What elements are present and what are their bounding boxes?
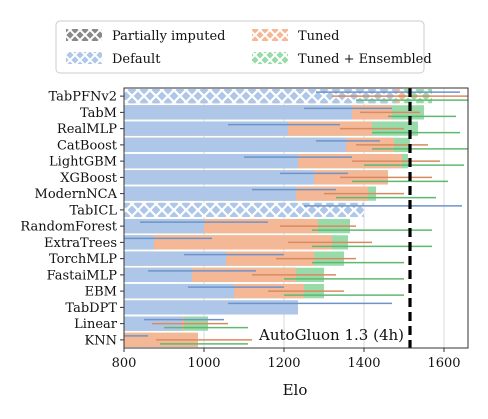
model-label-realmlp: RealMLP — [57, 122, 117, 137]
bars — [124, 88, 432, 348]
legend-hatch-partially-imputed — [66, 29, 102, 41]
model-label-randomforest: RandomForest — [20, 220, 117, 235]
bar-default-randomforest — [124, 218, 204, 234]
model-label-tabpfnv2: TabPFNv2 — [49, 90, 118, 105]
legend-label-default: Default — [112, 52, 161, 67]
bar-default-fastaimlp — [124, 267, 192, 283]
model-label-ebm: EBM — [85, 285, 117, 300]
model-label-linear: Linear — [74, 317, 118, 332]
xtick-label-800: 800 — [112, 356, 137, 371]
model-label-tabm: TabM — [80, 106, 117, 121]
legend-item-tuned: Tuned — [252, 29, 339, 44]
model-label-extratrees: ExtraTrees — [44, 236, 117, 251]
bar-default-extratrees — [124, 235, 154, 250]
legend-item-default: Default — [66, 52, 161, 67]
xtick-label-1400: 1400 — [347, 356, 380, 371]
legend-label-partially-imputed: Partially imputed — [112, 29, 225, 44]
bar-default-ebm — [124, 283, 234, 299]
model-label-tabdpt: TabDPT — [65, 301, 117, 316]
legend-frame — [55, 20, 425, 74]
legend-hatch-tuned — [252, 29, 288, 41]
model-label-knn: KNN — [85, 333, 117, 348]
legend: Partially imputed Tuned Default Tuned + … — [55, 20, 432, 74]
model-label-modernnca: ModernNCA — [35, 187, 118, 202]
hatch-default-tabicl — [124, 202, 364, 218]
bar-default-catboost — [124, 137, 346, 153]
model-label-tabicl: TabICL — [70, 203, 118, 218]
xtick-label-1000: 1000 — [187, 356, 220, 371]
bar-default-realmlp — [124, 121, 288, 136]
bar-default-torchmlp — [124, 251, 226, 266]
legend-label-ensembled: Tuned + Ensembled — [298, 52, 432, 67]
reference-label: AutoGluon 1.3 (4h) — [258, 326, 404, 344]
x-ticks: 800 1000 1200 1400 1600 — [112, 348, 461, 371]
reference-line-group: AutoGluon 1.3 (4h) — [258, 88, 412, 348]
bar-default-tabm — [124, 105, 352, 120]
legend-item-partially-imputed: Partially imputed — [66, 29, 225, 44]
bar-default-lightgbm — [124, 153, 298, 169]
model-label-catboost: CatBoost — [57, 138, 118, 153]
plot-frame — [123, 87, 469, 349]
xtick-label-1200: 1200 — [267, 356, 300, 371]
legend-label-tuned: Tuned — [298, 29, 339, 44]
x-axis-title: Elo — [283, 381, 308, 399]
model-label-torchmlp: TorchMLP — [49, 252, 117, 267]
bar-default-tabdpt — [124, 300, 298, 315]
model-label-lightgbm: LightGBM — [49, 155, 117, 170]
legend-hatch-default — [66, 52, 102, 64]
error-bars — [124, 91, 468, 345]
plot-frame-rect — [123, 87, 469, 349]
legend-hatch-ensembled — [252, 52, 288, 64]
legend-item-ensembled: Tuned + Ensembled — [252, 52, 432, 67]
bar-default-modernnca — [124, 186, 296, 201]
xtick-label-1600: 1600 — [427, 356, 460, 371]
model-label-xgboost: XGBoost — [60, 171, 118, 186]
model-label-fastaimlp: FastaiMLP — [47, 268, 118, 283]
bar-default-xgboost — [124, 170, 314, 185]
